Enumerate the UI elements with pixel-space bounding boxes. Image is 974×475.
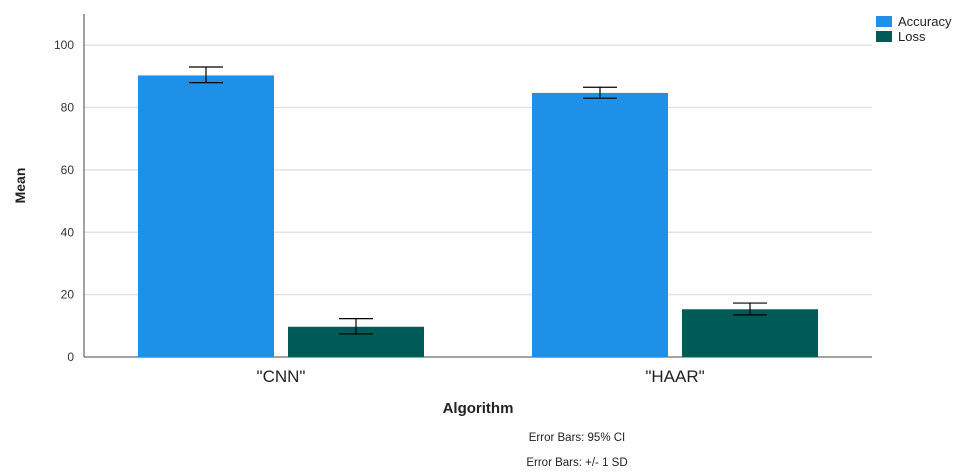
footnote: Error Bars: +/- 1 SD xyxy=(526,457,627,469)
x-tick-label: "HAAR" xyxy=(645,367,704,386)
y-tick-label: 100 xyxy=(54,38,74,52)
bar-loss-1 xyxy=(682,309,818,357)
x-tick-label: "CNN" xyxy=(257,367,306,386)
y-tick-label: 20 xyxy=(61,288,75,302)
y-axis-title: Mean xyxy=(12,168,28,204)
footnote: Error Bars: 95% CI xyxy=(529,432,626,444)
legend-label-loss: Loss xyxy=(898,29,926,44)
bar-accuracy-1 xyxy=(532,92,668,357)
y-tick-label: 60 xyxy=(61,163,75,177)
legend-swatch-loss xyxy=(876,31,892,42)
y-tick-label: 40 xyxy=(61,225,75,239)
legend-swatch-accuracy xyxy=(876,16,892,27)
x-axis-title: Algorithm xyxy=(443,400,514,417)
y-tick-label: 0 xyxy=(67,350,74,364)
legend-label-accuracy: Accuracy xyxy=(898,14,952,29)
bar-accuracy-0 xyxy=(138,75,274,357)
y-tick-label: 80 xyxy=(61,101,75,115)
